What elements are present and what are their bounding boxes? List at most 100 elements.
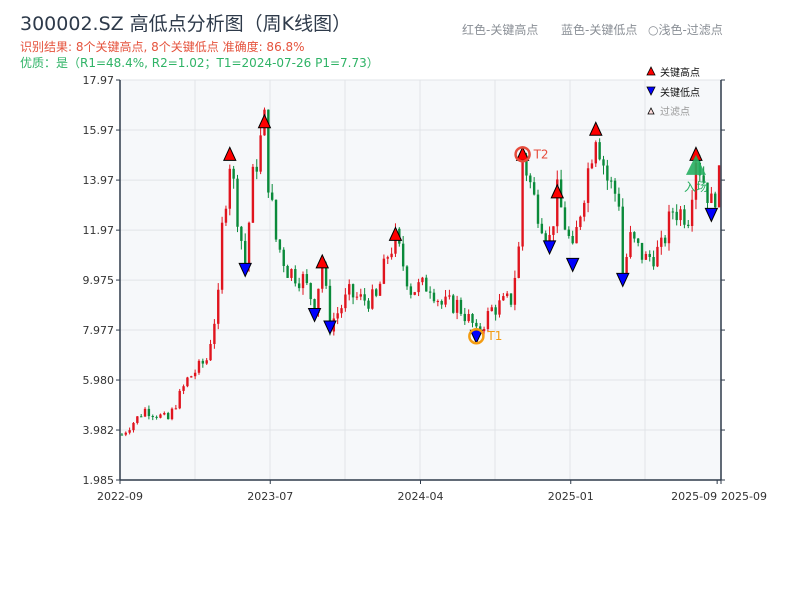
candle-body xyxy=(421,277,424,283)
candle-body xyxy=(594,142,597,164)
candle-body xyxy=(532,182,536,195)
candle-body xyxy=(575,227,578,244)
candle-body xyxy=(151,416,154,418)
candle-body xyxy=(552,226,555,235)
key-low-marker xyxy=(704,207,719,223)
candle-body xyxy=(583,202,586,217)
candle-body xyxy=(563,207,567,230)
legend-note-low: 蓝色-关键低点 xyxy=(561,23,638,37)
candle-body xyxy=(394,228,397,254)
candle-body xyxy=(209,343,212,361)
candle-body xyxy=(136,416,139,423)
candle-body xyxy=(590,163,594,169)
candle-body xyxy=(205,360,208,364)
candle-body xyxy=(224,208,228,223)
candle-body xyxy=(359,294,362,297)
entry-label: 入场 xyxy=(684,180,708,194)
candle-body xyxy=(505,293,509,297)
candle-body xyxy=(706,182,709,203)
candle-body xyxy=(521,155,524,247)
candle-body xyxy=(348,284,351,295)
entry-marker xyxy=(685,154,706,175)
candle-body xyxy=(267,109,270,193)
candle-body xyxy=(436,301,440,303)
candle-body xyxy=(344,294,347,309)
candle-body xyxy=(390,253,393,258)
candle-body xyxy=(182,386,185,391)
candle-body xyxy=(690,199,694,226)
key-high-marker xyxy=(257,113,272,129)
candle-body xyxy=(371,289,374,309)
candle-body xyxy=(694,162,698,200)
candle-body xyxy=(428,291,432,293)
candle-body xyxy=(452,295,455,313)
candle-body xyxy=(163,413,166,415)
candle-body xyxy=(598,142,601,160)
candle-body xyxy=(455,299,459,313)
candle-body xyxy=(124,432,127,435)
candle-body xyxy=(671,211,675,213)
x-tick-label: 2022-09 xyxy=(97,490,143,503)
legend-low-icon xyxy=(646,86,656,96)
candle-body xyxy=(313,299,316,313)
candle-body xyxy=(702,175,705,183)
candle-body xyxy=(540,223,544,234)
candle-body xyxy=(425,277,428,292)
candle-body xyxy=(417,282,420,293)
candle-body xyxy=(244,240,247,266)
candle-body xyxy=(529,175,532,183)
legend-filtered-icon xyxy=(647,107,655,115)
candle-body xyxy=(197,360,201,373)
candle-body xyxy=(494,307,497,315)
candle-body xyxy=(667,211,671,244)
legend-note-filtered: ○浅色-过滤点 xyxy=(648,23,723,37)
candle-body xyxy=(294,269,297,284)
candle-body xyxy=(675,211,678,221)
candle-body xyxy=(652,256,655,267)
candle-body xyxy=(274,199,278,240)
candle-body xyxy=(714,193,717,208)
candle-body xyxy=(486,311,490,330)
key-high-marker xyxy=(315,253,330,269)
candle-body xyxy=(717,165,721,208)
key-low-marker xyxy=(307,307,322,323)
candle-body xyxy=(120,434,124,436)
candle-body xyxy=(663,237,667,244)
candle-body xyxy=(648,253,651,257)
candle-body xyxy=(286,265,289,278)
key-low-marker xyxy=(542,240,557,256)
candle-body xyxy=(656,246,659,267)
candle-body xyxy=(571,235,574,244)
y-tick-label: 9.975 xyxy=(83,274,115,287)
candle-body xyxy=(513,277,517,305)
t2-circle-marker xyxy=(514,146,531,163)
candle-body xyxy=(278,239,282,250)
candle-body xyxy=(282,249,285,266)
candle-body xyxy=(536,194,540,224)
candle-body xyxy=(139,416,143,418)
legend-note-high: 红色-关键高点 xyxy=(462,23,539,37)
x-tick-label: 2023-07 xyxy=(247,490,293,503)
candle-body xyxy=(517,246,520,278)
candle-body xyxy=(297,283,301,289)
candle-body xyxy=(232,168,235,179)
y-tick-label: 7.977 xyxy=(83,324,115,337)
candle-body xyxy=(309,283,312,300)
candle-body xyxy=(217,289,220,324)
legend-low-label: 关键低点 xyxy=(660,86,700,99)
candle-body xyxy=(610,180,613,182)
candle-body xyxy=(186,377,189,387)
candle-body xyxy=(201,360,205,364)
candle-body xyxy=(586,168,590,203)
key-low-marker xyxy=(323,320,337,336)
y-tick-label: 15.97 xyxy=(83,124,115,137)
candle-body xyxy=(463,313,467,322)
key-low-marker xyxy=(238,262,252,278)
candle-body xyxy=(660,237,663,247)
x-tick-label: 2025-01 xyxy=(548,490,594,503)
candle-body xyxy=(644,253,648,260)
candle-body xyxy=(290,269,293,278)
candle-body xyxy=(679,209,682,221)
t1-label: T1 xyxy=(486,329,502,343)
